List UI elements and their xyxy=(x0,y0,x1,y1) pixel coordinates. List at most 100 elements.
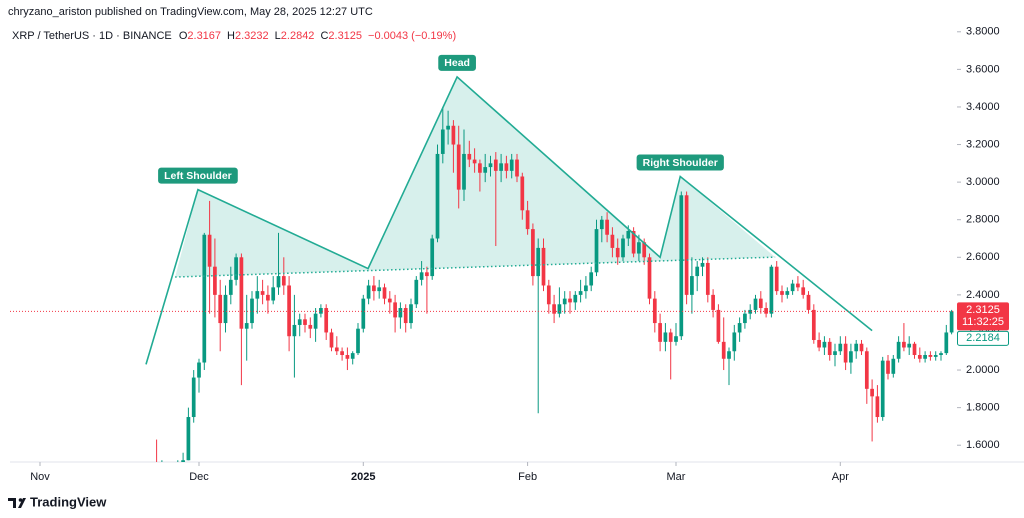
candle-body xyxy=(695,266,700,277)
candle-body xyxy=(833,351,837,356)
change: −0.0043 (−0.19%) xyxy=(368,30,456,42)
candle-body xyxy=(610,234,615,248)
candle-body xyxy=(181,460,185,462)
candle-body xyxy=(605,219,609,235)
candle-body xyxy=(886,360,890,374)
x-tick-label: Mar xyxy=(667,471,686,483)
publisher-line: chryzano_ariston published on TradingVie… xyxy=(8,6,373,18)
candle-body xyxy=(790,283,795,292)
candle-body xyxy=(234,257,238,280)
candle-body xyxy=(472,159,477,164)
candle-body xyxy=(202,234,207,363)
candle-body xyxy=(197,362,201,378)
symbol: XRP / TetherUS · 1D · BINANCE xyxy=(12,30,172,42)
candle-body xyxy=(350,353,355,359)
ohlc-value: 2.3125 xyxy=(328,30,362,42)
candle-body xyxy=(541,247,546,286)
candle-body xyxy=(446,125,450,130)
y-tick-label: 3.2000 xyxy=(966,138,1000,150)
candle-body xyxy=(509,159,514,171)
candle-body xyxy=(419,272,424,280)
candle-body xyxy=(939,353,943,356)
candle-body xyxy=(594,229,599,273)
candle-body xyxy=(642,242,647,258)
pattern-label-box xyxy=(438,54,476,71)
candle-body xyxy=(186,417,191,461)
candle-body xyxy=(281,276,286,286)
candle-body xyxy=(732,332,737,352)
overlay: Left Shoulder Head Right Shoulder xyxy=(158,54,724,184)
candle-body xyxy=(769,266,774,314)
candle-body xyxy=(515,159,519,177)
candle-body xyxy=(440,129,445,154)
ohlc-key: O xyxy=(179,30,188,42)
candle-body xyxy=(377,287,382,292)
ohlc-value: 2.3167 xyxy=(187,30,221,42)
candle-body xyxy=(854,343,859,352)
candle-body xyxy=(387,298,392,303)
candle-body xyxy=(536,247,541,277)
candle-body xyxy=(499,163,503,171)
candle-body xyxy=(456,144,461,190)
candle-body xyxy=(801,287,806,295)
candle-body xyxy=(949,311,954,333)
candle-body xyxy=(478,163,482,173)
candle-body xyxy=(228,279,233,295)
candle-body xyxy=(324,308,329,333)
candle-body xyxy=(780,291,784,295)
candle-body xyxy=(663,332,668,342)
x-tick-label: Apr xyxy=(832,471,849,483)
candle-body xyxy=(425,272,429,277)
candle-body xyxy=(430,238,435,277)
y-tick-label: 3.0000 xyxy=(966,176,1000,188)
candle-body xyxy=(451,125,456,145)
candle-body xyxy=(297,319,302,325)
candle-body xyxy=(674,336,678,342)
ohlc-key: C xyxy=(320,30,328,42)
ohlc-value: 2.3232 xyxy=(235,30,269,42)
candle-body xyxy=(743,313,747,324)
candle-body xyxy=(647,257,652,299)
pattern-outline xyxy=(145,75,873,365)
candle-body xyxy=(276,276,281,288)
candle-body xyxy=(223,294,228,324)
brand-logo: TradingView xyxy=(8,494,107,509)
candle-body xyxy=(631,230,636,254)
candle-body xyxy=(891,358,896,374)
candle-body xyxy=(260,291,265,295)
candle-body xyxy=(658,323,662,342)
candle-body xyxy=(573,294,578,303)
candle-body xyxy=(711,294,715,310)
candle-body xyxy=(207,234,212,267)
candle-body xyxy=(785,291,790,295)
candle-body xyxy=(615,247,620,258)
candle-body xyxy=(626,230,631,239)
candle-body xyxy=(393,302,397,318)
candle-body xyxy=(716,309,721,342)
pattern-label: Head xyxy=(444,57,470,69)
candle-body xyxy=(923,355,927,359)
candle-body xyxy=(218,294,223,324)
candle-body xyxy=(356,328,360,354)
candle-body xyxy=(562,298,567,305)
ohlc-key: H xyxy=(227,30,235,42)
indicator-box xyxy=(957,330,1009,346)
candle-body xyxy=(525,210,530,230)
candle-body xyxy=(483,167,488,173)
candle-body xyxy=(637,242,641,254)
symbol-header: XRP / TetherUS · 1D · BINANCE O2.3167 H2.… xyxy=(12,30,456,42)
candle-body xyxy=(329,332,334,348)
candle-body xyxy=(843,343,848,363)
y-tick-label: 3.6000 xyxy=(966,63,1000,75)
pattern-label: Left Shoulder xyxy=(164,170,232,182)
candle-body xyxy=(319,308,323,314)
candle-body xyxy=(896,341,901,359)
y-tick-label: 2.8000 xyxy=(966,214,1000,226)
candle-body xyxy=(838,343,843,352)
candle-body xyxy=(584,285,588,292)
candle-body xyxy=(361,298,366,329)
candle-body xyxy=(928,355,933,357)
candle-body xyxy=(907,343,912,348)
